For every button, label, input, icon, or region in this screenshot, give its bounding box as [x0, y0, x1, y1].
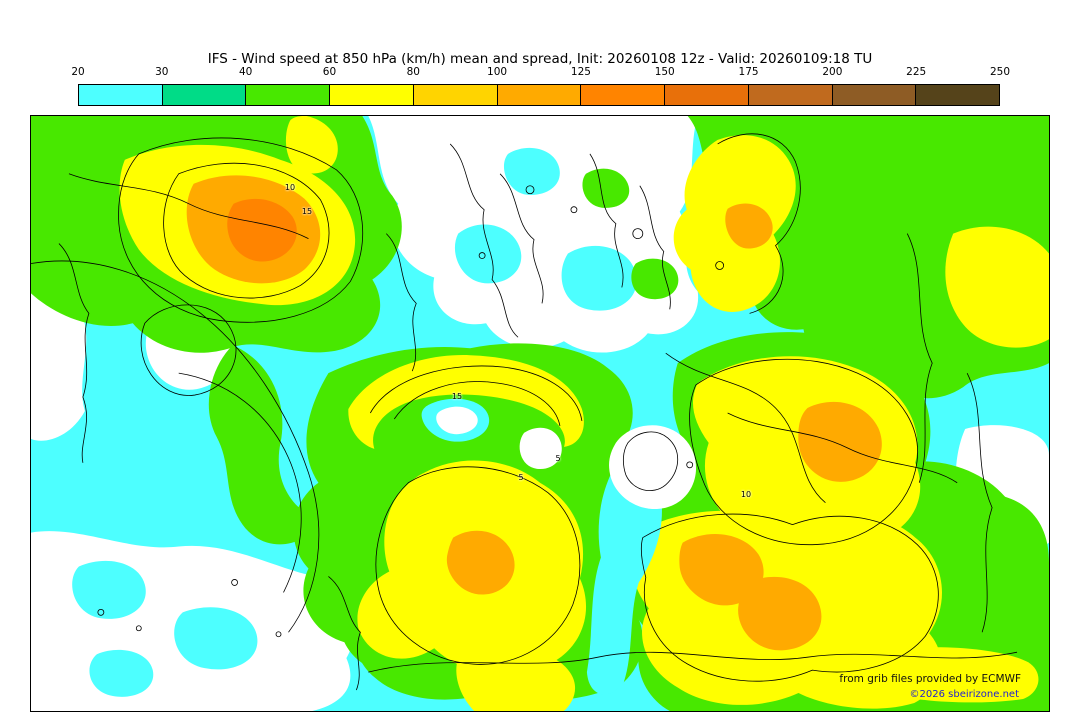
colorbar-tick-label: 200: [822, 66, 843, 78]
colorbar-tick-label: 250: [989, 66, 1011, 78]
orange-wind-regions: [186, 175, 882, 651]
colorbar-segment: [79, 85, 162, 105]
colorbar-segment: [831, 85, 916, 105]
colorbar-tick-label: 30: [155, 66, 169, 78]
colorbar-tick-label: 60: [322, 66, 337, 78]
spread-contour-lines: [31, 133, 1018, 691]
colorbar-tick-label: 100: [487, 66, 508, 78]
colorbar-tick-label: 80: [406, 66, 420, 78]
attribution-copyright: ©2026 sbeirizone.net: [909, 689, 1019, 700]
cyan-patches: [72, 147, 637, 697]
colorbar-segment: [496, 85, 581, 105]
wind-speed-map-svg: [31, 116, 1049, 711]
colorbar: 20 30 40 60 80 100 125 150 175 200 225 250: [71, 66, 1010, 106]
colorbar-bar: [78, 84, 1000, 106]
colorbar-tick-label: 20: [71, 66, 85, 78]
colorbar-segment: [747, 85, 832, 105]
colorbar-segment: [580, 85, 665, 105]
colorbar-tick-label: 40: [238, 66, 253, 78]
colorbar-tick-label: 225: [906, 66, 927, 78]
attribution-source: from grib files provided by ECMWF: [839, 673, 1021, 685]
colorbar-segment: [412, 85, 497, 105]
colorbar-segment: [915, 85, 1000, 105]
colorbar-segment: [245, 85, 330, 105]
colorbar-tick-label: 150: [654, 66, 675, 78]
wind-speed-map: 10 15 15 5 10 5 from grib files provided by E…: [30, 115, 1050, 712]
colorbar-ticks: 20 30 40 60 80 100 125 150 175 200 225 250: [71, 66, 1010, 82]
page-title: IFS - Wind speed at 850 hPa (km/h) mean …: [207, 51, 873, 67]
colorbar-tick-label: 175: [738, 66, 759, 78]
colorbar-tick-label: 125: [570, 66, 591, 78]
colorbar-segment: [161, 85, 246, 105]
colorbar-segment: [329, 85, 413, 105]
colorbar-segment: [664, 85, 748, 105]
